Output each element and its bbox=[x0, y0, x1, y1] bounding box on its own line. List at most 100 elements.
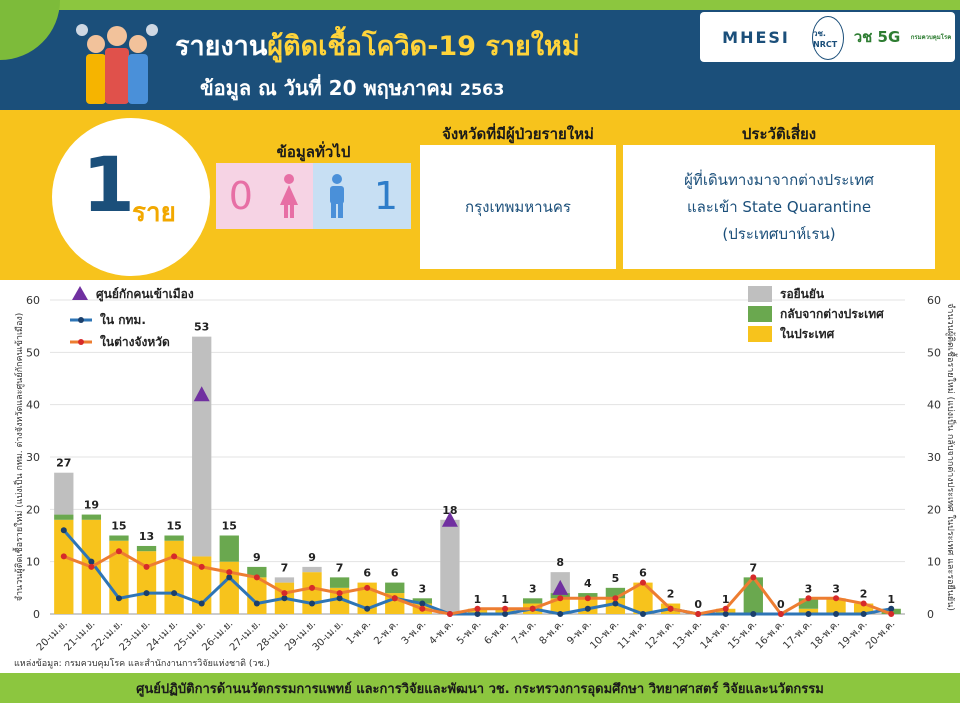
bar-total-label: 7 bbox=[749, 561, 757, 574]
bar-segment bbox=[550, 598, 570, 614]
bar-segment bbox=[109, 540, 129, 614]
bar-segment bbox=[54, 472, 74, 515]
x-tick-label: 7-พ.ค. bbox=[510, 618, 539, 647]
logo-strip: MHESI วช. NRCT วช 5G กรมควบคุมโรค bbox=[700, 12, 955, 62]
bar-segment bbox=[164, 535, 184, 541]
risk-line-2: และเข้า State Quarantine bbox=[686, 197, 872, 216]
bar-total-label: 7 bbox=[336, 561, 344, 574]
y-tick-label-right: 50 bbox=[927, 346, 941, 359]
series-point bbox=[612, 595, 619, 602]
mhesi-logo: MHESI bbox=[722, 27, 790, 47]
bar-segment bbox=[853, 603, 874, 614]
bar-segment bbox=[136, 551, 157, 614]
x-tick-label: 13-พ.ค. bbox=[671, 618, 704, 651]
y-tick-label-left: 50 bbox=[26, 346, 40, 359]
series-point bbox=[584, 605, 591, 612]
female-count: 0 bbox=[228, 174, 253, 218]
series-point bbox=[364, 584, 371, 591]
female-panel: 0 bbox=[216, 163, 313, 229]
legend-swatch-point bbox=[78, 339, 84, 345]
nrct-5g-logo: วช 5G bbox=[853, 28, 901, 46]
bar-segment bbox=[826, 598, 846, 614]
x-tick-label: 20-พ.ค. bbox=[864, 618, 897, 651]
series-point bbox=[722, 611, 729, 617]
series-point bbox=[502, 605, 509, 612]
series-point bbox=[171, 590, 178, 597]
y-tick-label-right: 60 bbox=[927, 294, 941, 307]
nrct-logo: วช. NRCT bbox=[812, 16, 844, 60]
series-point bbox=[474, 605, 481, 612]
bar-total-label: 7 bbox=[281, 561, 289, 574]
legend-label: รอยืนยัน bbox=[780, 287, 825, 301]
header-accent-strip bbox=[0, 0, 960, 10]
province-box: กรุงเทพมหานคร bbox=[420, 145, 616, 269]
bar-segment bbox=[329, 577, 350, 588]
series-point bbox=[777, 611, 784, 617]
male-panel: 1 bbox=[313, 163, 411, 229]
bar-total-label: 9 bbox=[253, 551, 261, 564]
bar-total-label: 15 bbox=[166, 520, 181, 533]
bar-segment bbox=[54, 514, 74, 520]
series-point bbox=[722, 605, 729, 612]
risk-line-3: (ประเทศบาห์เรน) bbox=[722, 224, 836, 243]
y-tick-label-left: 60 bbox=[26, 294, 40, 307]
series-point bbox=[750, 611, 757, 617]
total-count: 1 bbox=[82, 140, 135, 229]
bar-total-label: 6 bbox=[363, 567, 371, 580]
series-point bbox=[860, 600, 867, 607]
bar-segment bbox=[440, 519, 460, 614]
bar-total-label: 3 bbox=[805, 582, 813, 595]
detention-marker bbox=[552, 579, 569, 595]
bar-segment bbox=[54, 519, 74, 614]
y-tick-label-left: 10 bbox=[26, 556, 40, 569]
y-axis-title-right: จำนวนผู้ติดเชื้อรายใหม่ (แบ่งเป็น กลับจา… bbox=[945, 303, 958, 611]
series-point bbox=[60, 527, 67, 534]
bar-segment bbox=[302, 572, 322, 614]
x-tick-label: 3-พ.ค. bbox=[400, 618, 429, 647]
legend-label: ศูนย์กักคนเข้าเมือง bbox=[96, 287, 194, 302]
province-value: กรุงเทพมหานคร bbox=[465, 197, 571, 216]
x-tick-label: 11-พ.ค. bbox=[616, 618, 649, 651]
detention-marker bbox=[193, 386, 210, 402]
bar-segment bbox=[136, 545, 157, 552]
series-point bbox=[860, 611, 867, 617]
legend-label: ใน กทม. bbox=[100, 312, 146, 327]
legend-label: กลับจากต่างประเทศ bbox=[780, 307, 884, 321]
risk-box: ผู้ที่เดินทางมาจากต่างประเทศ และเข้า Sta… bbox=[623, 145, 935, 269]
legend-swatch-bar bbox=[748, 306, 772, 322]
bar-total-label: 27 bbox=[56, 457, 71, 470]
series-point bbox=[639, 579, 646, 586]
male-count: 1 bbox=[373, 174, 399, 218]
y-tick-label-left: 20 bbox=[26, 503, 40, 516]
x-tick-label: 15-พ.ค. bbox=[726, 618, 759, 651]
series-point bbox=[226, 569, 233, 576]
series-point bbox=[805, 595, 812, 602]
bar-total-label: 53 bbox=[194, 321, 209, 334]
page-subtitle: ข้อมูล ณ วันที่ 20 พฤษภาคม 2563 bbox=[200, 76, 505, 100]
bar-segment bbox=[219, 535, 239, 562]
bar-total-label: 3 bbox=[832, 582, 840, 595]
footer-text: ศูนย์ปฏิบัติการด้านนวัตกรรมการแพทย์ และก… bbox=[136, 681, 824, 697]
legend-swatch-marker bbox=[72, 286, 88, 300]
y-tick-label-right: 20 bbox=[927, 503, 941, 516]
series-point bbox=[584, 595, 591, 602]
series-point bbox=[446, 611, 453, 617]
source-note: แหล่งข้อมูล: กรมควบคุมโรค และสำนักงานการ… bbox=[14, 659, 270, 669]
bar-total-label: 6 bbox=[391, 567, 399, 580]
x-tick-label: 19-พ.ค. bbox=[837, 618, 870, 651]
bar-segment bbox=[274, 577, 295, 583]
series-point bbox=[115, 595, 122, 602]
gender-breakdown: 0 1 bbox=[216, 163, 411, 229]
x-tick-label: 12-พ.ค. bbox=[643, 618, 676, 651]
x-tick-label: 4-พ.ค. bbox=[427, 618, 456, 647]
y-tick-label-left: 40 bbox=[26, 399, 40, 412]
bar-total-label: 2 bbox=[667, 588, 675, 601]
series-point bbox=[336, 595, 343, 602]
series-point bbox=[502, 611, 509, 617]
bar-segment bbox=[605, 587, 626, 599]
y-tick-label-left: 30 bbox=[26, 451, 40, 464]
y-tick-label-right: 0 bbox=[927, 608, 934, 621]
series-point bbox=[198, 600, 205, 607]
province-heading: จังหวัดที่มีผู้ป่วยรายใหม่ bbox=[442, 125, 594, 143]
